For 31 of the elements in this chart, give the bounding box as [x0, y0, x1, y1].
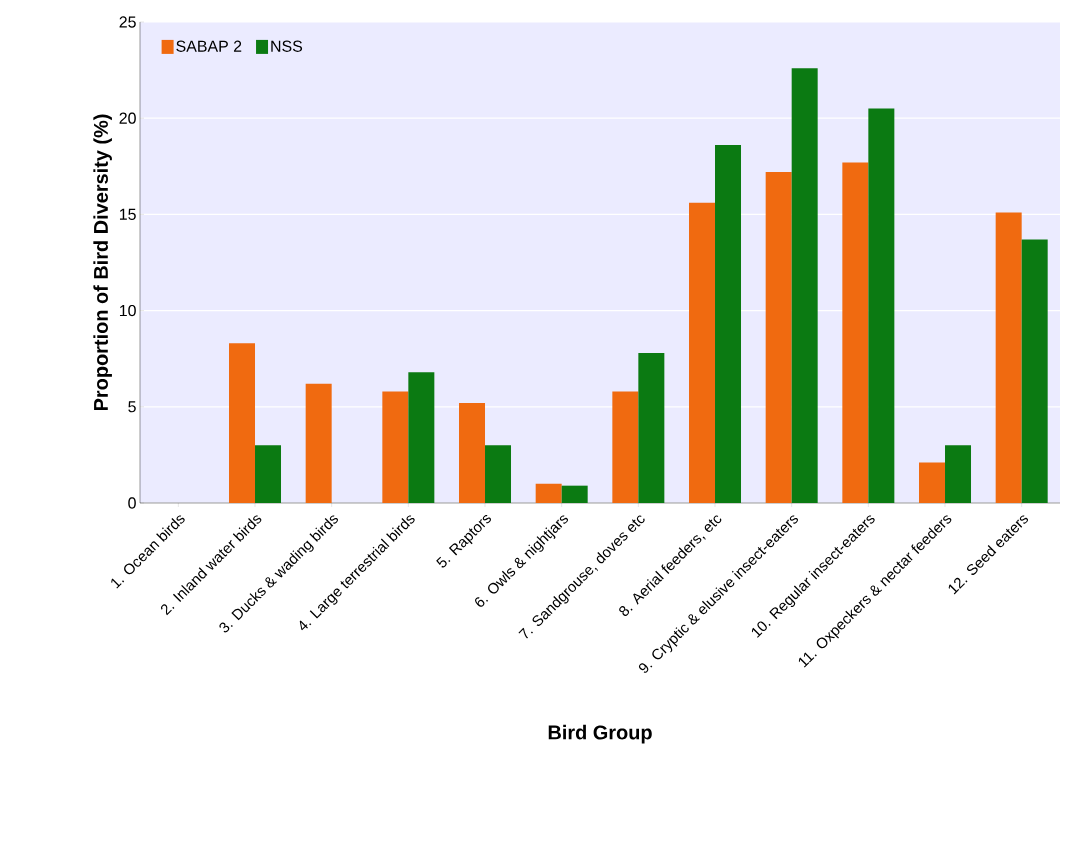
- y-tick-label: 10: [119, 304, 136, 317]
- legend-label: SABAP 2: [176, 40, 242, 52]
- bar: [255, 445, 282, 503]
- y-tick-label: 5: [128, 401, 136, 413]
- bar: [408, 372, 435, 503]
- bar: [229, 343, 256, 503]
- bar: [485, 445, 512, 503]
- bar: [612, 391, 639, 503]
- y-tick-label: 25: [119, 16, 136, 28]
- bar: [1021, 239, 1048, 503]
- bar: [715, 145, 742, 503]
- y-axis-title: Proportion of Bird Diversity (%): [93, 114, 112, 411]
- bar: [305, 383, 332, 503]
- bar: [765, 172, 792, 503]
- y-tick-label: 0: [128, 497, 136, 509]
- bar: [638, 352, 665, 503]
- bar: [791, 68, 818, 503]
- x-axis-title: Bird Group: [548, 724, 652, 744]
- bar: [561, 485, 588, 503]
- y-tick-label: 20: [119, 112, 136, 124]
- bar: [995, 212, 1022, 503]
- bar: [459, 402, 486, 503]
- bar: [382, 391, 409, 503]
- bar: [945, 445, 972, 503]
- bar: [689, 202, 716, 503]
- bar: [842, 162, 869, 503]
- y-tick-label: 15: [119, 208, 136, 220]
- bar: [868, 108, 895, 503]
- legend-label: NSS: [271, 40, 303, 52]
- bar: [919, 462, 946, 503]
- bar: [535, 483, 562, 503]
